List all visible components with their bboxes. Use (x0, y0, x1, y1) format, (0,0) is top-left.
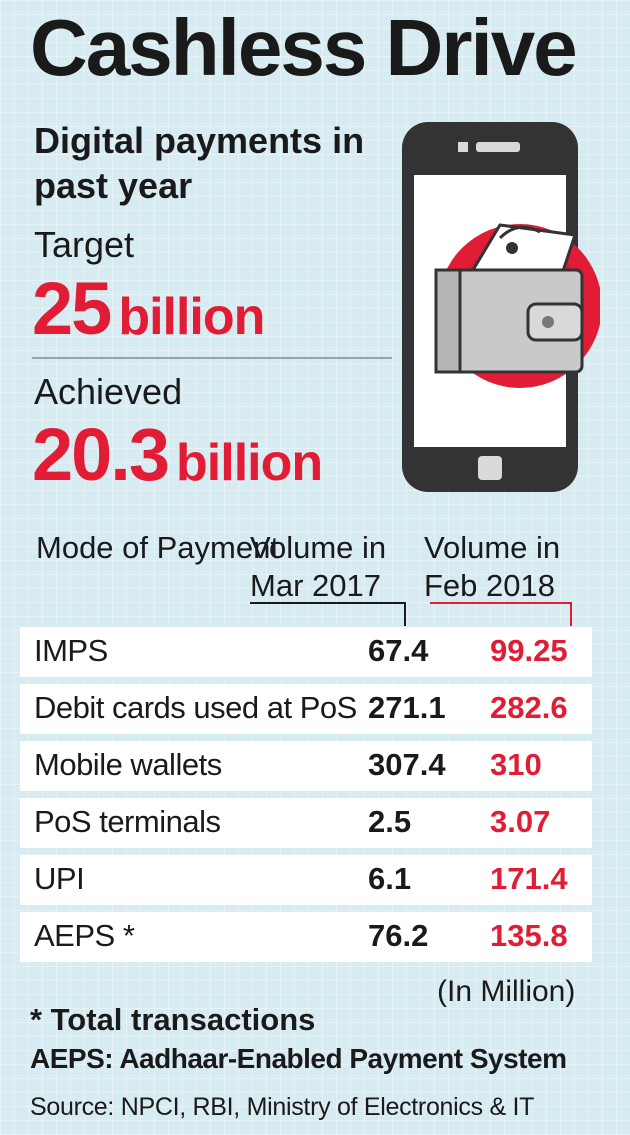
table-row: PoS terminals 2.5 3.07 (20, 798, 592, 848)
table-row: IMPS 67.4 99.25 (20, 627, 592, 677)
column-header-feb-2018: Volume in Feb 2018 (424, 530, 561, 603)
phone-wallet-icon (402, 122, 600, 492)
table-cell-mar-2017: 271.1 (368, 690, 446, 725)
metric-divider (32, 357, 392, 359)
table-cell-feb-2018: 282.6 (490, 690, 568, 725)
table-row: Mobile wallets 307.4 310 (20, 741, 592, 791)
table-cell-mar-2017: 307.4 (368, 747, 446, 782)
achieved-number: 20.3 (32, 413, 170, 496)
table-cell-mar-2017: 6.1 (368, 861, 412, 896)
table-cell-mode: PoS terminals (34, 804, 221, 839)
achieved-unit: billion (176, 434, 323, 492)
source-note: Source: NPCI, RBI, Ministry of Electroni… (30, 1093, 535, 1121)
table-cell-mode: AEPS * (34, 918, 135, 953)
table-cell-feb-2018: 135.8 (490, 918, 568, 953)
target-value: 25 billion (32, 272, 265, 346)
target-unit: billion (118, 288, 265, 346)
table-cell-mode: Mobile wallets (34, 747, 222, 782)
table-row: Debit cards used at PoS 271.1 282.6 (20, 684, 592, 734)
infographic-subtitle: Digital payments in past year (34, 120, 365, 206)
footnote-aeps-definition: AEPS: Aadhaar-Enabled Payment System (30, 1043, 567, 1074)
table-row: AEPS * 76.2 135.8 (20, 912, 592, 962)
payment-volume-table: IMPS 67.4 99.25 Debit cards used at PoS … (20, 627, 592, 969)
table-cell-feb-2018: 3.07 (490, 804, 551, 839)
infographic-title: Cashless Drive (30, 3, 578, 92)
table-cell-mode: IMPS (34, 633, 108, 668)
header-connector-lines (250, 602, 572, 626)
target-number: 25 (32, 267, 112, 350)
column-header-mode: Mode of Payment (36, 530, 279, 565)
achieved-value: 20.3 billion (32, 418, 323, 492)
table-cell-mode: Debit cards used at PoS (34, 690, 357, 725)
footnote-total-transactions: * Total transactions (30, 1002, 316, 1037)
unit-note: (In Million) (437, 975, 576, 1008)
column-header-mar-2017: Volume in Mar 2017 (250, 530, 387, 603)
table-cell-mar-2017: 76.2 (368, 918, 429, 953)
table-cell-mar-2017: 2.5 (368, 804, 412, 839)
target-label: Target (34, 224, 135, 265)
table-row: UPI 6.1 171.4 (20, 855, 592, 905)
table-cell-feb-2018: 99.25 (490, 633, 568, 668)
table-cell-feb-2018: 171.4 (490, 861, 568, 896)
table-cell-feb-2018: 310 (490, 747, 542, 782)
table-cell-mar-2017: 67.4 (368, 633, 429, 668)
table-cell-mode: UPI (34, 861, 85, 896)
achieved-label: Achieved (34, 371, 183, 412)
